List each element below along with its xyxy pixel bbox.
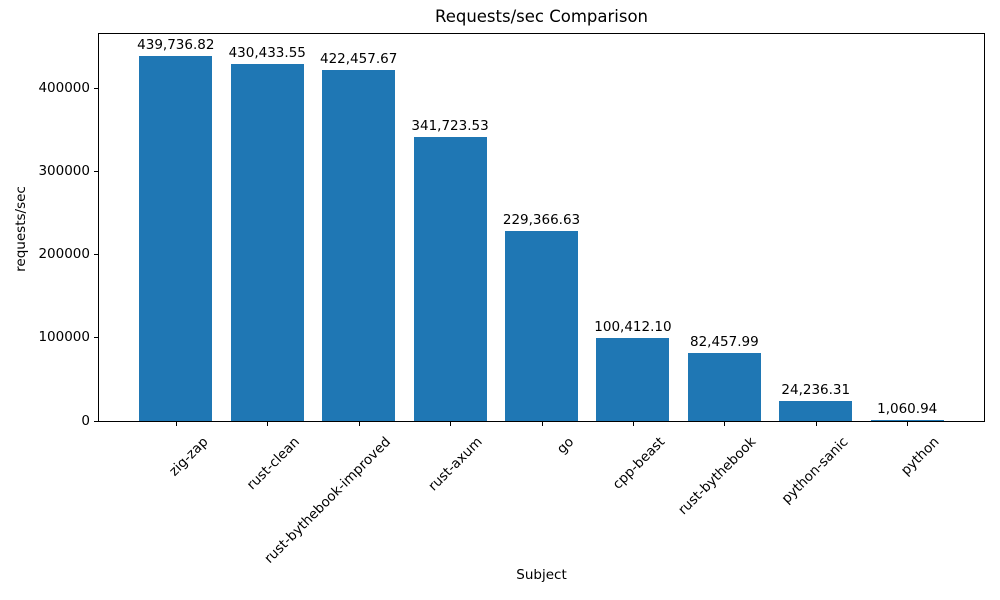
bar-value-label-go: 229,366.63 <box>502 212 581 228</box>
x-tick-mark-python-sanic <box>815 422 817 426</box>
bar-value-label-python-sanic: 24,236.31 <box>781 382 851 398</box>
bar-python-sanic <box>779 401 853 421</box>
y-tick-mark-400000 <box>94 88 98 90</box>
x-tick-label-rust-bythebook: rust-bythebook <box>675 434 760 519</box>
x-axis-label: Subject <box>516 567 567 583</box>
y-tick-mark-200000 <box>94 254 98 256</box>
x-tick-label-rust-axum: rust-axum <box>425 434 486 495</box>
x-tick-label-cpp-beast: cpp-beast <box>609 434 669 493</box>
x-tick-label-python-sanic: python-sanic <box>778 434 852 507</box>
chart-title: Requests/sec Comparison <box>434 7 649 26</box>
bar-rust-clean <box>230 64 304 421</box>
x-tick-mark-rust-axum <box>450 422 452 426</box>
y-tick-label-400000: 400000 <box>38 80 90 97</box>
x-tick-label-go: go <box>553 434 577 458</box>
bar-value-label-cpp-beast: 100,412.10 <box>594 319 672 335</box>
y-tick-mark-100000 <box>94 337 98 339</box>
x-tick-mark-rust-clean <box>267 422 269 426</box>
bar-value-label-rust-bythebook: 82,457.99 <box>689 334 759 350</box>
x-tick-mark-python <box>907 422 909 426</box>
bar-value-label-rust-clean: 430,433.55 <box>228 45 306 61</box>
plot-area: 439,736.82 430,433.55 422,457.67 341,723.53… <box>98 33 985 422</box>
bar-rust-bythebook-improved <box>322 70 396 421</box>
bar-value-label-python: 1,060.94 <box>877 401 938 417</box>
bar-python <box>870 420 944 421</box>
x-tick-label-python: python <box>897 434 943 479</box>
y-tick-label-100000: 100000 <box>38 329 90 346</box>
bar-go <box>504 231 579 421</box>
x-tick-mark-go <box>541 422 543 426</box>
x-tick-mark-rust-bythebook <box>724 422 726 426</box>
x-tick-mark-rust-bythebook-improved <box>358 422 360 426</box>
bar-zig-zap <box>139 56 213 421</box>
x-tick-mark-zig-zap <box>175 422 177 426</box>
y-tick-label-300000: 300000 <box>38 163 90 180</box>
bar-value-label-rust-bythebook-improved: 422,457.67 <box>319 51 398 67</box>
y-axis-label: requests/sec <box>12 186 29 272</box>
y-tick-mark-300000 <box>94 171 98 173</box>
bar-value-label-rust-axum: 341,723.53 <box>411 118 489 134</box>
x-tick-label-zig-zap: zig-zap <box>165 434 212 480</box>
x-tick-label-rust-clean: rust-clean <box>243 434 303 494</box>
x-tick-mark-cpp-beast <box>632 422 634 426</box>
bar-value-label-zig-zap: 439,736.82 <box>137 37 215 53</box>
bar-rust-bythebook <box>687 353 761 421</box>
bar-rust-axum <box>413 137 487 421</box>
bars-layer: 439,736.82 430,433.55 422,457.67 341,723.53… <box>99 34 984 421</box>
y-tick-mark-0 <box>94 420 98 422</box>
y-tick-label-200000: 200000 <box>38 246 90 263</box>
y-tick-label-0: 0 <box>81 412 90 429</box>
bar-cpp-beast <box>596 338 670 421</box>
